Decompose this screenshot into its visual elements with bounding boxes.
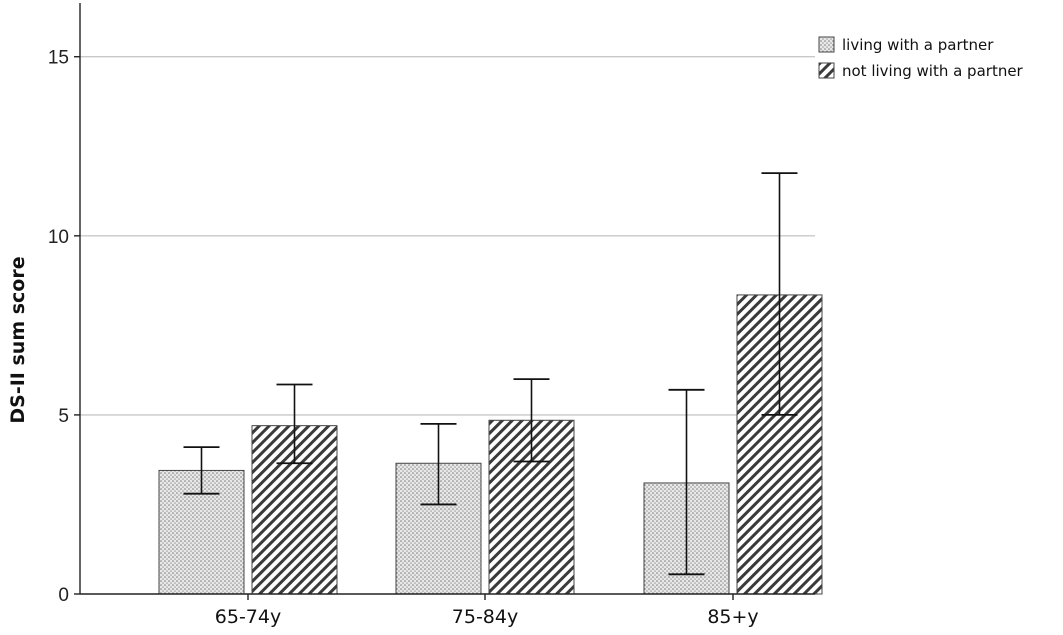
legend-swatch-living-with-a-partner xyxy=(818,36,835,53)
legend-label-not-living-with-a-partner: not living with a partner xyxy=(842,62,1024,80)
axes xyxy=(74,3,815,600)
y-tick-label-15: 15 xyxy=(48,48,69,69)
x-tick-label-85+y: 85+y xyxy=(707,606,758,628)
y-tick-label-5: 5 xyxy=(58,406,69,427)
legend: living with a partner not living with a p… xyxy=(818,36,1024,80)
legend-swatch-not-living-with-a-partner xyxy=(818,62,835,79)
x-tick-label-75-84y: 75-84y xyxy=(452,606,518,628)
error-bars xyxy=(183,172,798,576)
legend-label-living-with-a-partner: living with a partner xyxy=(842,36,994,54)
y-axis-title: DS-II sum score xyxy=(7,256,29,423)
y-tick-labels: 0 5 10 15 xyxy=(48,48,69,606)
bars xyxy=(158,294,823,595)
x-tick-labels: 65-74y 75-84y 85+y xyxy=(215,606,759,628)
x-tick-label-65-74y: 65-74y xyxy=(215,606,281,628)
y-tick-label-0: 0 xyxy=(58,585,69,606)
gridlines xyxy=(80,56,815,416)
y-tick-label-10: 10 xyxy=(48,227,69,248)
